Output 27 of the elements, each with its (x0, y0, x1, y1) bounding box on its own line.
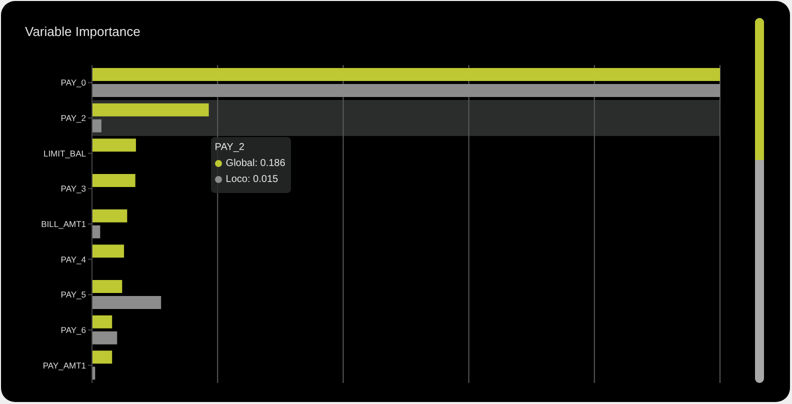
bar (92, 119, 102, 132)
bar (92, 280, 122, 293)
y-tick-label: PAY_AMT1 (42, 360, 86, 370)
bar (92, 244, 124, 258)
bar (92, 209, 128, 222)
annotation: Global: 0.186 (226, 156, 286, 171)
bar (92, 331, 118, 344)
y-tick-label: PAY_0 (60, 78, 86, 88)
tooltip-panel: PAY_2 Global: 0.186 Loco: 0.015 (210, 136, 292, 193)
y-tick-label: PAY_2 (60, 113, 86, 124)
bar (92, 350, 112, 364)
bar (92, 225, 100, 238)
annotation: Loco: 0.015 (226, 172, 278, 187)
y-tick-label: PAY_3 (60, 184, 86, 194)
bar (92, 174, 136, 187)
bar (92, 315, 112, 328)
bar (92, 84, 720, 97)
bar (92, 138, 136, 152)
bar (92, 68, 720, 81)
y-tick-label: BILL_AMT1 (41, 219, 86, 230)
bar (92, 296, 162, 309)
y-tick-label: PAY_6 (60, 325, 86, 336)
y-tick-label: PAY_4 (60, 254, 86, 264)
bar (92, 103, 209, 116)
y-tick-label: LIMIT_BAL (43, 148, 86, 158)
chart-title: Variable Importance (25, 24, 140, 40)
y-tick-label: PAY_5 (60, 290, 86, 300)
